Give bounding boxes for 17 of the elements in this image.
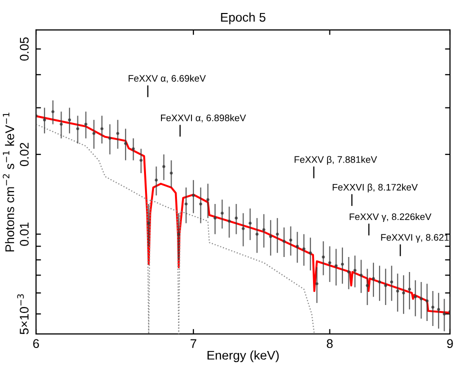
y-tick-label: 5×10$^{−3}$	[17, 294, 29, 334]
annotation: FeXXVI α, 6.898keV	[160, 114, 246, 122]
annotation: FeXXV β, 7.881keV	[294, 156, 378, 165]
annotation: FeXXVI β, 8.172keV	[332, 184, 418, 192]
x-tick-label: 6	[33, 339, 39, 348]
annotation: FeXXVI γ, 8.621	[381, 234, 449, 243]
x-tick-label: 7	[190, 339, 196, 348]
y-tick-label: 0.02	[20, 142, 29, 166]
chart-title: Epoch 5	[221, 12, 266, 24]
annotation: FeXXV γ, 8.226keV	[350, 213, 432, 222]
x-tick-label: 8	[326, 339, 333, 348]
y-axis-title: Photons cm$^{−2}$ s$^{−1}$ keV$^{−1}$	[2, 112, 14, 252]
x-axis-title: Energy (keV)	[208, 350, 279, 362]
y-tick-label: 0.01	[20, 222, 29, 246]
x-tick-label: 9	[447, 339, 453, 348]
y-tick-label: 0.05	[20, 37, 29, 61]
annotation: FeXXV α, 6.69keV	[128, 74, 206, 83]
